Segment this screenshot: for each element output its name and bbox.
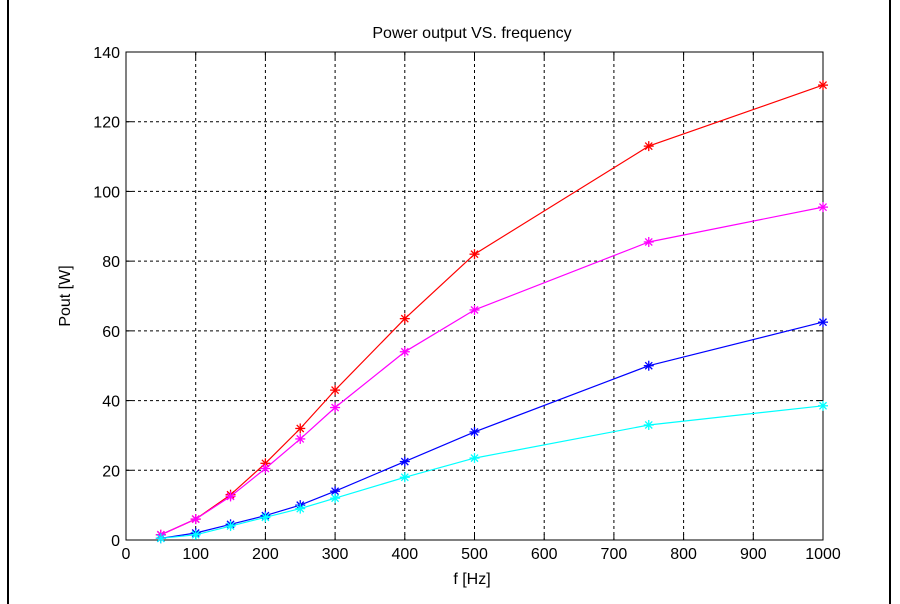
data-point: [818, 80, 828, 91]
x-tick-label: 0: [122, 546, 131, 563]
x-tick-label: 300: [322, 546, 349, 563]
x-axis-label: f [Hz]: [453, 571, 490, 588]
series-4: [155, 400, 828, 544]
data-point: [818, 400, 828, 411]
data-point: [643, 360, 654, 371]
data-point: [225, 491, 236, 502]
x-tick-label: 800: [670, 546, 697, 563]
y-tick-label: 20: [102, 463, 120, 480]
data-point: [295, 503, 306, 514]
series-line: [160, 206, 824, 536]
axis-ticks: [125, 51, 824, 541]
data-point: [225, 521, 236, 532]
data-point: [155, 533, 166, 544]
data-point: [399, 346, 410, 357]
x-tick-label: 100: [182, 546, 209, 563]
series-line: [160, 321, 824, 539]
x-tick-labels: 0 100 200 300 400 500 600 700 800 900 1000: [122, 546, 841, 563]
data-point: [469, 304, 480, 315]
y-tick-label: 120: [93, 115, 120, 132]
y-axis-label: Pout [W]: [57, 265, 74, 326]
x-tick-label: 600: [531, 546, 558, 563]
data-point: [260, 512, 271, 523]
chart-title: Power output VS. frequency: [372, 25, 571, 42]
data-point: [190, 529, 201, 540]
series-line: [160, 84, 824, 536]
y-tick-label: 140: [93, 45, 120, 62]
series-layer: [155, 80, 828, 544]
data-point: [643, 141, 654, 152]
series-3: [155, 317, 828, 544]
data-point: [643, 419, 654, 430]
data-point: [295, 423, 306, 434]
data-point: [330, 493, 341, 504]
x-tick-label: 500: [461, 546, 488, 563]
data-point: [190, 514, 201, 525]
y-tick-labels: 0 20 40 60 80 100 120 140: [93, 45, 120, 550]
data-point: [469, 453, 480, 464]
series-1: [155, 80, 828, 540]
y-tick-label: 0: [111, 533, 120, 550]
data-point: [330, 385, 341, 396]
series-2: [155, 202, 828, 540]
data-point: [818, 202, 828, 213]
data-point: [260, 463, 271, 474]
x-tick-label: 200: [252, 546, 279, 563]
y-tick-label: 100: [93, 184, 120, 201]
x-tick-label: 400: [391, 546, 418, 563]
series-line: [160, 405, 824, 539]
x-tick-label: 900: [740, 546, 767, 563]
grid-lines: [126, 52, 823, 540]
data-point: [399, 313, 410, 324]
data-point: [643, 236, 654, 247]
data-point: [818, 317, 828, 328]
data-point: [330, 402, 341, 413]
x-tick-label: 700: [601, 546, 628, 563]
data-point: [469, 426, 480, 437]
x-tick-label: 1000: [805, 546, 841, 563]
data-point: [399, 456, 410, 467]
data-point: [469, 249, 480, 260]
data-point: [399, 472, 410, 483]
y-tick-label: 60: [102, 324, 120, 341]
data-point: [295, 433, 306, 444]
y-tick-label: 80: [102, 254, 120, 271]
y-tick-label: 40: [102, 394, 120, 411]
